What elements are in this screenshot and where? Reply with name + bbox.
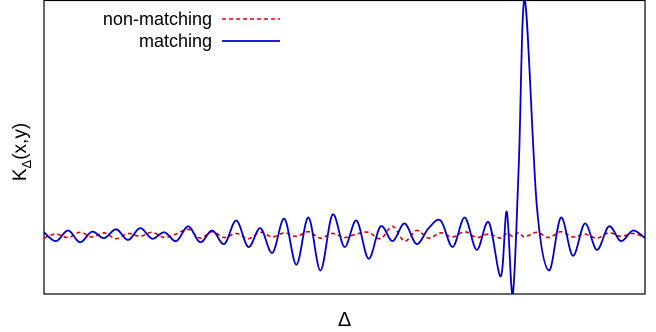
series-line-non-matching xyxy=(44,225,645,242)
series-line-matching xyxy=(44,0,645,294)
x-axis-label: Δ xyxy=(338,309,351,331)
plot-frame xyxy=(43,0,646,295)
legend-label-matching: matching xyxy=(139,31,212,51)
y-axis-label: KΔ(x,y) xyxy=(10,123,34,181)
legend-label-non-matching: non-matching xyxy=(103,9,212,29)
